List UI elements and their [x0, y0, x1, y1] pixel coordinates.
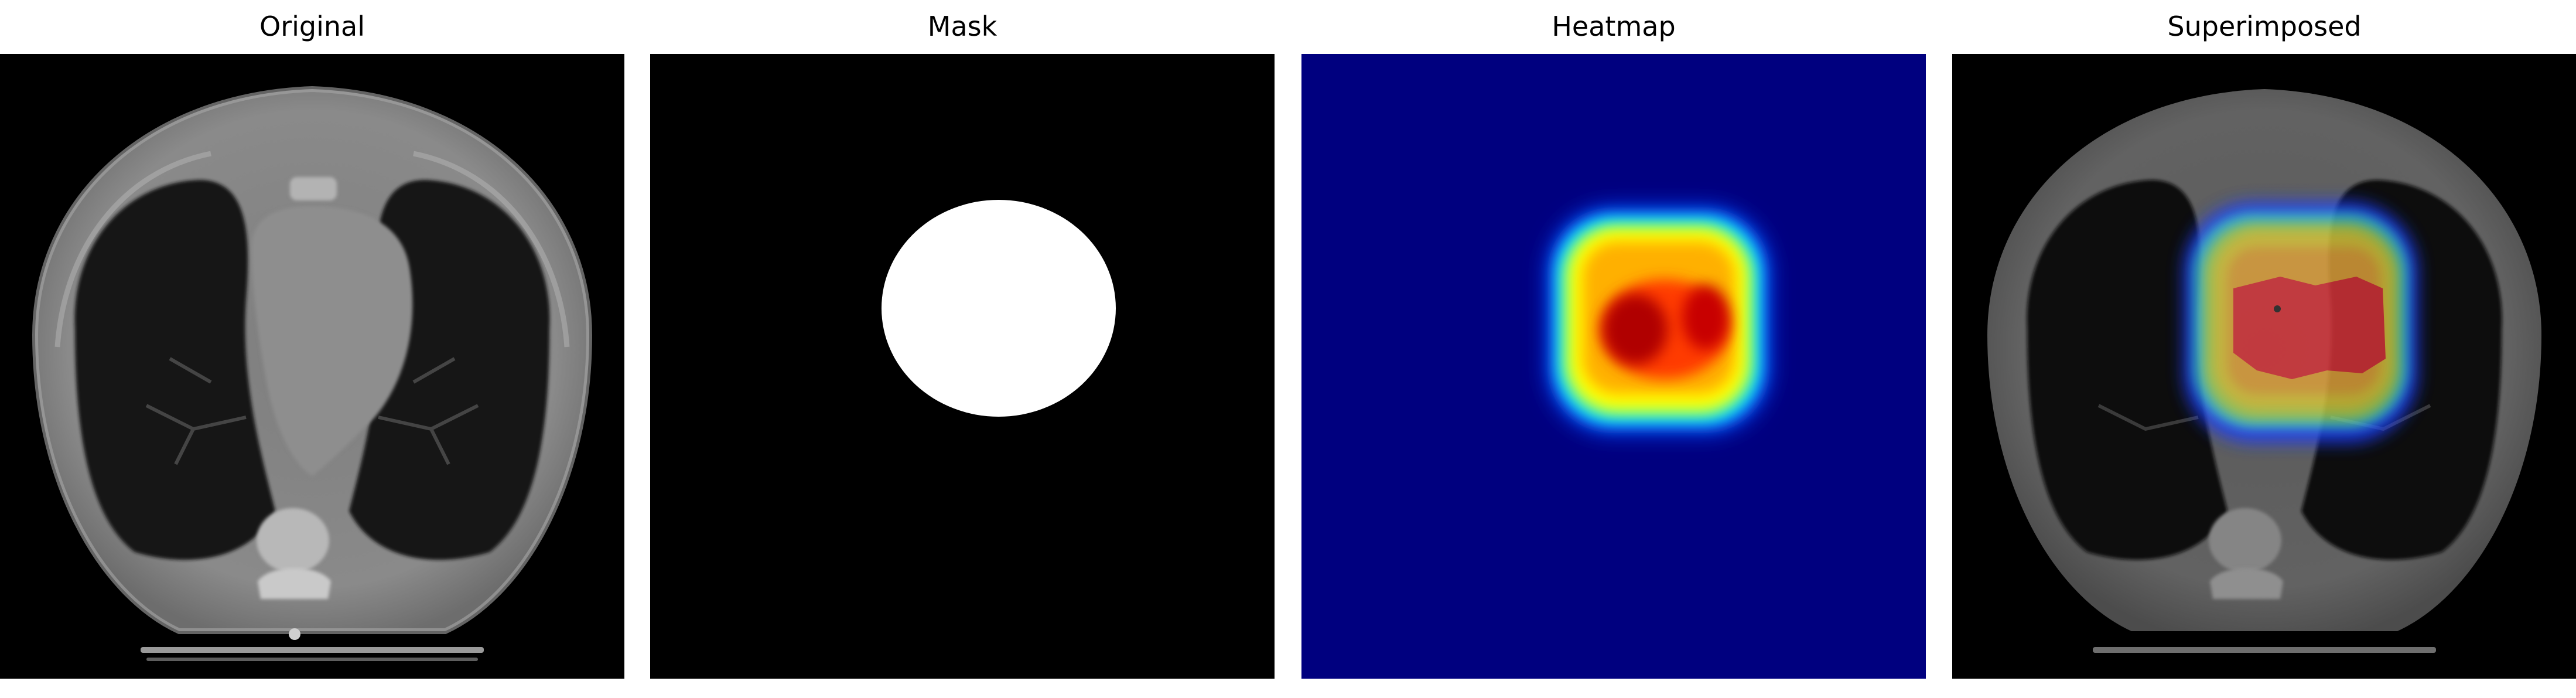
ct-original-image: [0, 54, 624, 679]
panel-superimposed: Superimposed: [1952, 0, 2576, 698]
heatmap-hotspot: [1547, 207, 1770, 433]
panel-title-superimposed: Superimposed: [2167, 11, 2362, 42]
mask-image: [650, 54, 1275, 679]
panel-title-mask: Mask: [927, 11, 997, 42]
ct-body: [32, 86, 593, 661]
panel-original: Original: [0, 0, 624, 698]
panel-title-original: Original: [259, 11, 365, 42]
heatmap-image: [1301, 54, 1926, 679]
panel-mask: Mask: [650, 0, 1275, 698]
panel-title-heatmap: Heatmap: [1552, 11, 1676, 42]
panel-heatmap: Heatmap: [1301, 0, 1926, 698]
superimposed-image: [1952, 54, 2576, 679]
heatmap-overlay: [2184, 202, 2418, 443]
